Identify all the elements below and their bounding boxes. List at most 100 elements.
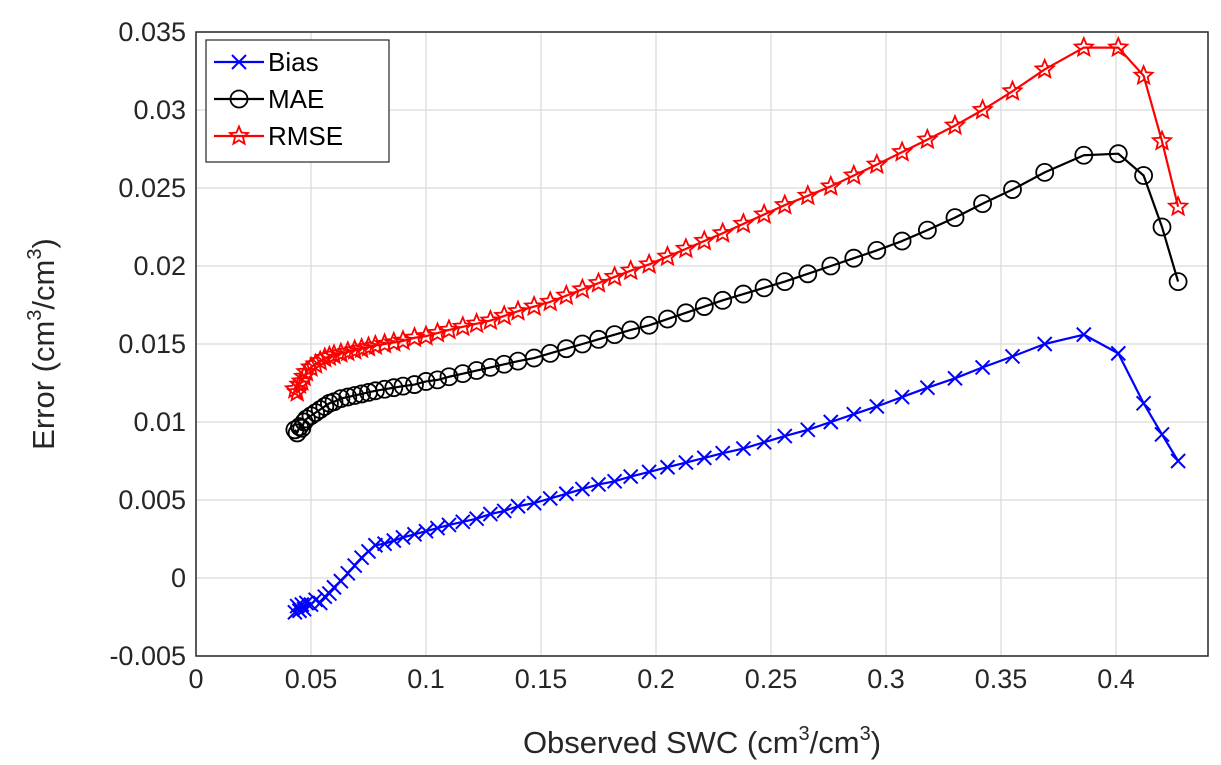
data-point-mae xyxy=(365,381,385,401)
series-line-mae xyxy=(294,152,1180,435)
data-point-mae xyxy=(973,194,992,214)
data-point-mae xyxy=(384,378,404,398)
data-point-rmse xyxy=(506,299,530,321)
data-point-mae xyxy=(405,375,424,394)
x-tick-label: 0.2 xyxy=(637,664,675,694)
x-tick-label: 0.05 xyxy=(285,664,338,694)
data-point-bias xyxy=(1110,345,1127,362)
data-point-mae xyxy=(416,372,436,391)
y-axis-label-base: Error (cm xyxy=(26,321,61,450)
data-point-bias xyxy=(482,506,499,522)
legend-item-bias: Bias xyxy=(214,47,319,77)
data-point-mae xyxy=(918,220,937,240)
data-point-mae xyxy=(1035,162,1055,182)
data-point-mae xyxy=(1152,217,1172,237)
series-layer xyxy=(283,35,1190,621)
data-point-rmse xyxy=(773,193,797,215)
data-point-rmse xyxy=(1107,35,1130,58)
data-point-bias xyxy=(526,495,542,511)
x-tick-label: 0.25 xyxy=(745,664,798,694)
y-axis-label-end: ) xyxy=(26,238,61,248)
data-point-mae xyxy=(315,396,335,416)
legend-label: RMSE xyxy=(268,121,343,151)
x-axis-label-sup2: 3 xyxy=(860,723,871,745)
data-point-mae xyxy=(296,409,316,429)
data-point-mae xyxy=(352,384,372,404)
data-point-rmse xyxy=(916,127,939,150)
x-tick-label: 0.35 xyxy=(975,664,1028,694)
data-point-bias xyxy=(1135,395,1152,411)
data-point-bias xyxy=(496,503,512,519)
data-point-bias xyxy=(606,473,623,489)
data-point-rmse xyxy=(796,183,820,206)
data-point-bias xyxy=(590,476,607,493)
data-point-bias xyxy=(376,535,393,552)
plot-frame xyxy=(195,31,1209,657)
data-point-mae xyxy=(375,379,395,399)
data-point-rmse xyxy=(1033,57,1056,80)
data-point-mae xyxy=(639,315,659,335)
x-tick-label: 0.3 xyxy=(867,664,905,694)
x-axis-label-base: Observed SWC (cm xyxy=(523,725,799,760)
legend: Bias MAE RMSE xyxy=(205,39,390,163)
data-point-bias xyxy=(441,517,457,533)
y-tick-label: 0.005 xyxy=(118,485,186,515)
data-point-rmse xyxy=(492,304,516,326)
series-bias xyxy=(287,326,1186,621)
x-tick-label: 0.15 xyxy=(515,664,568,694)
data-point-rmse xyxy=(373,332,396,354)
data-point-bias xyxy=(386,532,402,549)
data-point-rmse xyxy=(752,202,776,225)
data-point-mae xyxy=(1074,145,1094,165)
data-point-bias xyxy=(756,434,772,450)
data-point-rmse xyxy=(538,290,562,312)
data-point-mae xyxy=(467,361,487,380)
data-point-mae xyxy=(945,208,965,228)
legend-label: MAE xyxy=(268,84,324,114)
legend-marker xyxy=(229,89,249,109)
x-axis-label-end: ) xyxy=(871,725,881,760)
data-point-rmse xyxy=(943,113,967,136)
data-point-bias xyxy=(894,389,910,405)
data-point-rmse xyxy=(357,335,380,357)
legend-label: Bias xyxy=(268,47,319,77)
data-point-mae xyxy=(294,412,314,432)
legend-item-rmse: RMSE xyxy=(214,121,343,151)
data-point-rmse xyxy=(674,236,698,259)
series-mae xyxy=(285,144,1188,443)
legend-item-mae: MAE xyxy=(214,84,324,114)
data-point-bias xyxy=(455,514,471,530)
data-point-mae xyxy=(676,303,696,323)
data-point-rmse xyxy=(1001,79,1024,101)
y-axis-label-mid: /cm xyxy=(26,260,61,310)
data-point-rmse xyxy=(403,325,426,348)
legend-marker xyxy=(227,124,251,146)
y-tick-label: 0.01 xyxy=(133,407,186,437)
data-point-bias xyxy=(947,370,963,387)
data-point-bias xyxy=(800,422,816,438)
data-point-mae xyxy=(1134,166,1153,185)
data-point-bias xyxy=(714,445,731,461)
data-point-mae xyxy=(713,290,733,310)
data-point-bias xyxy=(574,481,591,497)
data-point-bias xyxy=(510,498,526,514)
data-point-rmse xyxy=(619,258,642,281)
data-point-rmse xyxy=(1132,63,1155,86)
y-tick-label: 0.025 xyxy=(118,173,186,203)
data-point-mae xyxy=(428,370,447,390)
data-point-bias xyxy=(298,595,315,611)
data-point-bias xyxy=(974,359,991,376)
data-point-mae xyxy=(494,354,514,374)
y-tick-labels: -0.005 0 0.005 0.01 0.015 0.02 0.025 0.03 0.035 xyxy=(109,17,186,671)
x-tick-labels: 0 0.05 0.1 0.15 0.2 0.25 0.3 0.35 0.4 xyxy=(188,664,1134,694)
data-point-bias xyxy=(558,486,575,502)
data-point-rmse xyxy=(865,152,889,175)
data-point-mae xyxy=(345,386,365,405)
x-axis-label: Observed SWC (cm3/cm3) xyxy=(523,723,881,760)
data-point-mae xyxy=(621,320,641,340)
data-point-rmse xyxy=(555,283,578,306)
data-point-mae xyxy=(867,240,887,260)
data-point-rmse xyxy=(637,252,661,275)
x-tick-label: 0 xyxy=(188,664,203,694)
x-axis-label-mid: /cm xyxy=(810,725,860,760)
